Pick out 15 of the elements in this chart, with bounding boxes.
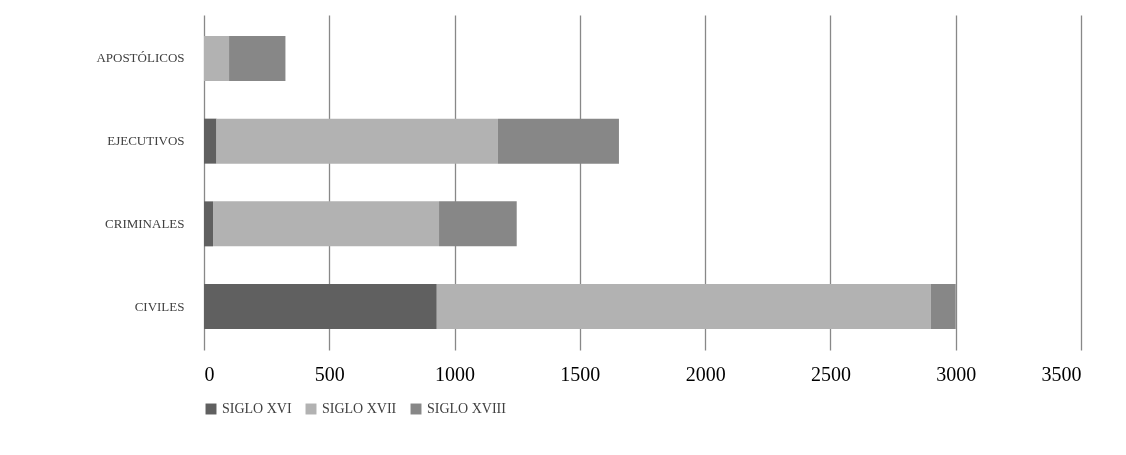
y-tick-label: CIVILES xyxy=(134,298,185,314)
legend-label: SIGLO XVI xyxy=(222,401,292,416)
x-tick-label: 1500 xyxy=(560,362,601,385)
x-tick-label: 0 xyxy=(204,362,215,385)
y-tick-label: EJECUTIVOS xyxy=(107,133,185,149)
x-tick-label: 500 xyxy=(314,362,345,385)
x-tick-label: 2500 xyxy=(810,362,851,385)
x-tick-label: 1000 xyxy=(435,362,476,385)
legend-label: SIGLO XVIII xyxy=(427,401,507,416)
y-tick-label: APOSTÓLICOS xyxy=(96,50,185,66)
x-tick-label: 3000 xyxy=(936,362,977,385)
x-tick-label: 3500 xyxy=(1041,362,1082,385)
x-tick-label: 2000 xyxy=(685,362,726,385)
legend-label: SIGLO XVII xyxy=(322,401,397,416)
y-tick-label: CRIMINALES xyxy=(105,215,185,231)
